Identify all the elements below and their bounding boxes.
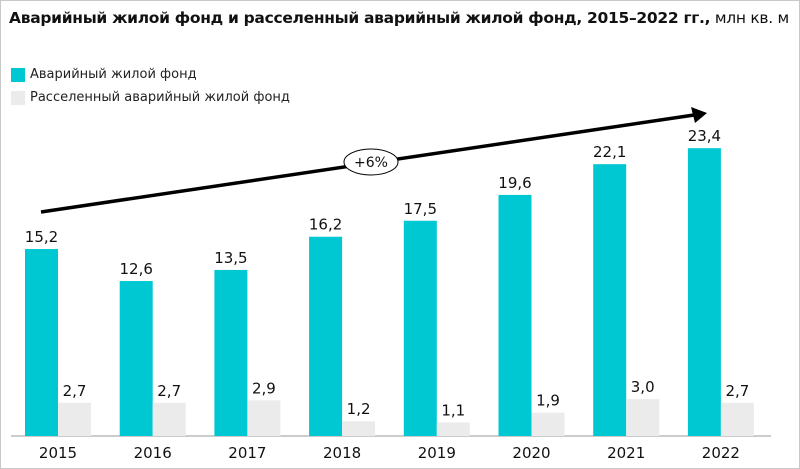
bar-resettled-2015 bbox=[58, 402, 91, 436]
data-label: 22,1 bbox=[593, 143, 626, 161]
legend-swatch bbox=[11, 67, 25, 82]
legend-label: Аварийный жилой фонд bbox=[30, 67, 197, 82]
legend-label: Расселенный аварийный жилой фонд bbox=[30, 90, 290, 105]
x-tick-label: 2016 bbox=[134, 444, 172, 462]
growth-badge bbox=[343, 148, 399, 176]
bar-emergency-2018 bbox=[309, 236, 343, 436]
legend-swatch bbox=[11, 90, 25, 105]
data-label: 1,1 bbox=[441, 401, 465, 419]
chart-title: Аварийный жилой фонд и расселенный авари… bbox=[9, 9, 789, 27]
data-label: 2,7 bbox=[157, 382, 181, 400]
data-label: 1,2 bbox=[347, 400, 371, 418]
x-tick-label: 2022 bbox=[702, 444, 740, 462]
data-label: 2,9 bbox=[252, 379, 276, 397]
bar-emergency-2016 bbox=[119, 281, 153, 436]
x-tick-label: 2017 bbox=[228, 444, 266, 462]
x-tick-label: 2015 bbox=[39, 444, 77, 462]
data-label: 16,2 bbox=[309, 216, 342, 234]
data-label: 1,9 bbox=[536, 392, 560, 410]
bar-resettled-2020 bbox=[531, 412, 565, 436]
bar-emergency-2015 bbox=[25, 249, 58, 436]
data-label: 19,6 bbox=[498, 174, 531, 192]
x-tick-label: 2018 bbox=[323, 444, 361, 462]
data-label: 2,7 bbox=[725, 382, 749, 400]
data-label: 12,6 bbox=[119, 260, 152, 278]
arrow-head-icon bbox=[691, 107, 707, 123]
data-label: 17,5 bbox=[404, 200, 437, 218]
x-tick-label: 2021 bbox=[607, 444, 645, 462]
bar-resettled-2017 bbox=[247, 400, 281, 436]
data-label: 13,5 bbox=[214, 249, 247, 267]
bar-emergency-2019 bbox=[403, 220, 437, 436]
data-label: 23,4 bbox=[688, 127, 721, 145]
bar-emergency-2022 bbox=[687, 148, 721, 436]
legend-item-2: Расселенный аварийный жилой фонд bbox=[11, 90, 290, 105]
legend-item-1: Аварийный жилой фонд bbox=[11, 67, 197, 82]
bar-resettled-2021 bbox=[626, 399, 660, 436]
x-tick-label: 2020 bbox=[512, 444, 550, 462]
bar-resettled-2019 bbox=[436, 422, 470, 436]
data-label: 2,7 bbox=[63, 382, 87, 400]
x-tick-label: 2019 bbox=[418, 444, 456, 462]
bar-resettled-2016 bbox=[152, 402, 186, 436]
growth-label: +6% bbox=[354, 155, 388, 171]
data-label: 15,2 bbox=[25, 228, 58, 246]
bar-resettled-2018 bbox=[342, 421, 376, 436]
bar-resettled-2022 bbox=[720, 402, 754, 436]
bar-emergency-2021 bbox=[593, 164, 627, 437]
data-label: 3,0 bbox=[631, 378, 655, 396]
bar-emergency-2017 bbox=[214, 269, 248, 436]
bar-emergency-2020 bbox=[498, 194, 532, 436]
